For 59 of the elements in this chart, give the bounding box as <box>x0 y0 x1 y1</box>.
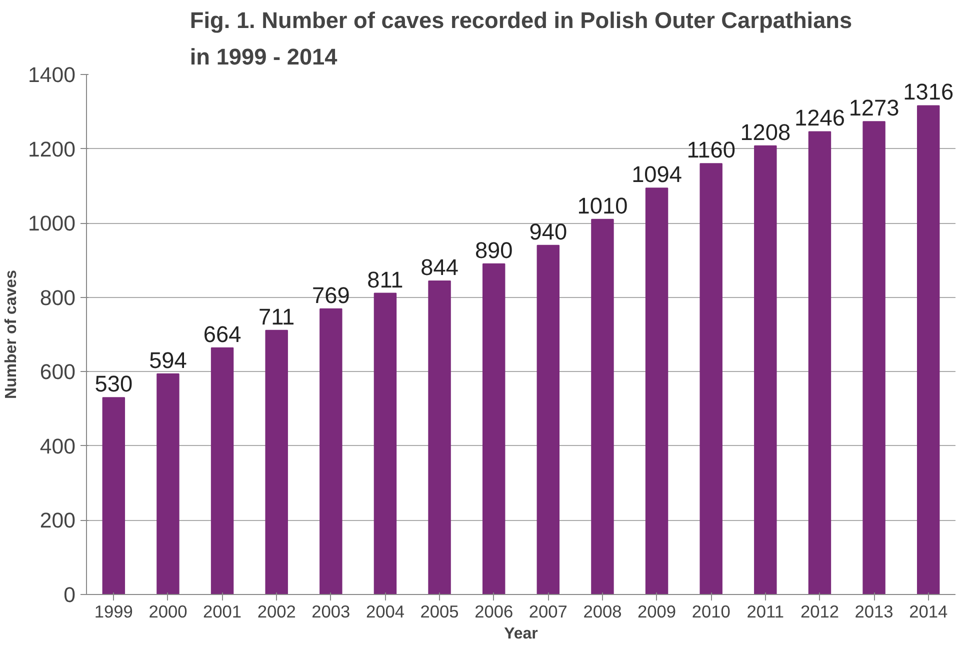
y-tick-label: 1400 <box>28 63 76 87</box>
x-tick-label: 2000 <box>148 602 188 622</box>
bar <box>808 131 832 594</box>
bar <box>265 330 288 594</box>
y-tick-label: 1200 <box>28 137 76 162</box>
x-tick-label: 2007 <box>528 602 568 622</box>
data-label: 711 <box>258 303 295 330</box>
bar <box>862 121 886 594</box>
y-tick-label: 800 <box>40 286 76 310</box>
x-tick-label: 2009 <box>638 602 676 622</box>
y-tick-label: 600 <box>40 360 76 384</box>
x-axis-title: Year <box>504 626 538 642</box>
bar <box>156 373 180 594</box>
bar <box>102 397 126 594</box>
bar <box>916 105 940 594</box>
y-tick-label: 400 <box>40 434 76 458</box>
x-tick-label: 2004 <box>366 602 405 622</box>
data-label: 940 <box>529 218 568 244</box>
x-tick-label: 2013 <box>854 602 894 622</box>
bar <box>700 163 722 594</box>
x-tick-label: 2001 <box>203 602 242 622</box>
data-label: 811 <box>367 266 404 292</box>
x-tick-label: 2012 <box>800 602 840 622</box>
x-tick-label: 2014 <box>909 602 948 622</box>
x-tick-label: 1999 <box>94 602 133 622</box>
data-label: 890 <box>474 236 513 263</box>
bar <box>482 263 506 594</box>
data-label: 1208 <box>740 118 791 145</box>
x-tick-label: 2011 <box>746 602 784 622</box>
chart-title: Fig. 1. Number of caves recorded in Polish Outer Carpathians in 1999 - 2014 <box>190 7 852 70</box>
data-label: 1273 <box>848 94 900 121</box>
x-tick-label: 2003 <box>312 602 350 622</box>
bar <box>754 145 777 594</box>
bar <box>320 308 342 594</box>
x-tick-label: 2010 <box>692 602 730 622</box>
x-tick-label: 2008 <box>583 602 622 622</box>
data-label: 769 <box>312 282 350 308</box>
x-tick-label: 2006 <box>474 602 514 622</box>
x-tick-label: 2005 <box>420 602 459 622</box>
data-label: 530 <box>94 370 133 397</box>
bar <box>645 188 668 594</box>
data-label: 844 <box>420 254 458 280</box>
y-tick-label: 1000 <box>28 212 76 236</box>
data-label: 594 <box>149 346 187 373</box>
y-axis-title: Number of caves <box>3 270 20 399</box>
y-tick-label: 0 <box>64 583 76 607</box>
bar <box>591 218 614 594</box>
bar <box>536 244 560 594</box>
data-label: 1010 <box>577 192 628 218</box>
bar <box>210 347 234 594</box>
data-label: 1094 <box>632 161 682 188</box>
data-label: 1246 <box>794 104 845 131</box>
y-tick-label: 200 <box>40 508 76 533</box>
x-tick-label: 2002 <box>257 602 296 622</box>
data-label: 1316 <box>903 78 954 105</box>
bar <box>374 292 397 594</box>
data-label: 664 <box>203 320 242 347</box>
bar <box>428 280 451 594</box>
data-label: 1160 <box>686 136 736 163</box>
